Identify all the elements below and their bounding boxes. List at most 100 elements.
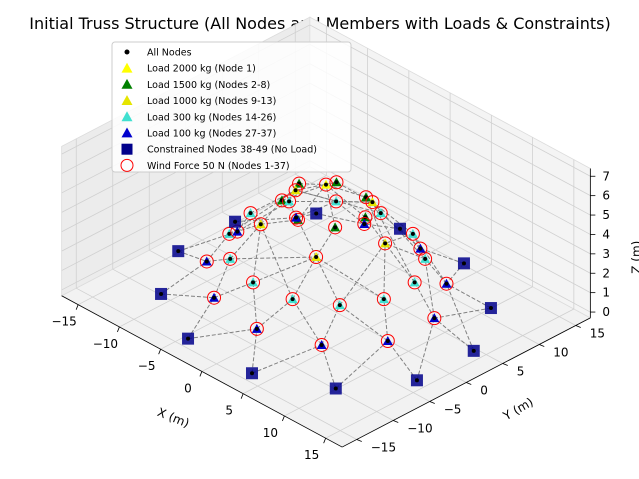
truss-member xyxy=(424,258,447,285)
grid-line-y xyxy=(222,211,503,364)
node-dot xyxy=(461,261,466,266)
node-dot xyxy=(290,297,295,302)
node-dot xyxy=(258,222,263,227)
truss-member xyxy=(213,258,231,298)
truss-member xyxy=(161,293,215,299)
wind-force-marker xyxy=(407,275,422,290)
wind-force-marker xyxy=(292,176,307,191)
truss-member xyxy=(325,184,336,228)
wind-force-marker xyxy=(207,290,222,305)
y-tick-label: 10 xyxy=(553,345,568,359)
node-dot xyxy=(488,306,493,311)
y-tick-mark xyxy=(393,420,399,423)
node-dot xyxy=(235,229,240,234)
truss-member xyxy=(420,248,465,264)
truss-member xyxy=(260,224,294,300)
node-dot xyxy=(378,211,383,216)
truss-member xyxy=(252,256,317,283)
wind-force-marker xyxy=(199,254,214,269)
x-tick-mark xyxy=(75,304,79,310)
y-tick-label: 0 xyxy=(480,383,488,397)
node-dot xyxy=(471,348,476,353)
wind-force-marker xyxy=(314,337,329,352)
x-tick-label: 15 xyxy=(304,448,319,462)
node-dot xyxy=(254,326,259,331)
truss-member xyxy=(229,223,261,235)
wind-force-marker xyxy=(332,298,347,313)
wind-force-marker xyxy=(329,175,344,190)
z-tick-label: 1 xyxy=(602,286,610,300)
wind-force-marker xyxy=(376,292,391,307)
truss-member xyxy=(289,200,373,203)
node-dot xyxy=(333,386,338,391)
truss-member xyxy=(325,184,366,218)
node-dot xyxy=(362,221,367,226)
node-dot xyxy=(370,200,375,205)
tick-labels: −15 −10 −5 0 5 10 15 −15 −10 −5 0 5 10 15 0 1 2 3 4 5 6 7 xyxy=(51,169,610,462)
truss-member xyxy=(387,340,418,381)
node-dot xyxy=(314,255,319,260)
truss-member xyxy=(230,256,317,260)
truss-member xyxy=(339,304,389,342)
truss-member xyxy=(206,258,231,262)
node-dot xyxy=(319,342,324,347)
y-axis-label: Y (m) xyxy=(500,395,536,424)
node-dot xyxy=(251,280,256,285)
truss-member xyxy=(252,282,258,329)
truss-member xyxy=(292,298,323,346)
wind-force-marker xyxy=(413,241,428,256)
truss-member xyxy=(292,256,317,300)
truss-member xyxy=(365,197,386,244)
wind-force-marker xyxy=(380,333,395,348)
truss-member xyxy=(416,318,435,381)
node-dot xyxy=(212,295,217,300)
wind-force-marker xyxy=(288,183,303,198)
node-dot xyxy=(293,188,298,193)
node-dot xyxy=(287,199,292,204)
y-tick-mark xyxy=(539,344,545,347)
x-tick-label: −15 xyxy=(51,315,76,329)
wind-force-marker xyxy=(329,194,344,209)
z-tick-label: 7 xyxy=(602,169,610,183)
truss-member xyxy=(434,317,475,352)
legend-triangle-icon xyxy=(121,111,133,122)
grid-line-y xyxy=(149,249,430,402)
grid-line-z xyxy=(309,82,591,235)
y-tick-mark xyxy=(429,401,435,404)
x-tick-mark xyxy=(323,438,327,444)
wind-force-marker xyxy=(285,292,300,307)
x-tick-label: 10 xyxy=(263,426,278,440)
grid-line-z xyxy=(309,24,591,177)
truss-member xyxy=(187,328,257,340)
legend-label: Load 1000 kg (Nodes 9-13) xyxy=(147,96,276,107)
wind-force-marker xyxy=(357,216,372,231)
x-tick-mark xyxy=(158,349,162,355)
truss-member xyxy=(315,256,385,300)
wind-force-marker xyxy=(427,311,442,326)
truss-member xyxy=(315,256,341,306)
truss-member xyxy=(251,328,258,374)
y-tick-mark xyxy=(502,363,508,366)
node-dot xyxy=(248,211,253,216)
node-dot xyxy=(204,259,209,264)
node-dot xyxy=(159,291,164,296)
truss-member xyxy=(251,344,322,374)
x-axis-line xyxy=(61,295,343,448)
node-dot xyxy=(432,316,437,321)
truss-member xyxy=(316,213,365,225)
x-axis-label: X (m) xyxy=(155,405,191,430)
legend: All Nodes Load 2000 kg (Node 1) Load 1500 … xyxy=(111,41,352,173)
truss-member xyxy=(339,243,386,306)
grid-line-z xyxy=(309,140,591,294)
legend-label: Load 300 kg (Nodes 14-26) xyxy=(147,112,276,123)
grid-line-z xyxy=(309,63,591,216)
x-tick-mark xyxy=(117,326,120,333)
truss-member xyxy=(434,307,492,319)
truss-member xyxy=(250,189,296,214)
z-tick-label: 6 xyxy=(602,189,610,203)
truss-nodes xyxy=(155,175,497,395)
legend-triangle-icon xyxy=(121,78,133,89)
legend-label: Load 100 kg (Nodes 27-37) xyxy=(147,129,276,140)
node-dot xyxy=(228,256,233,261)
